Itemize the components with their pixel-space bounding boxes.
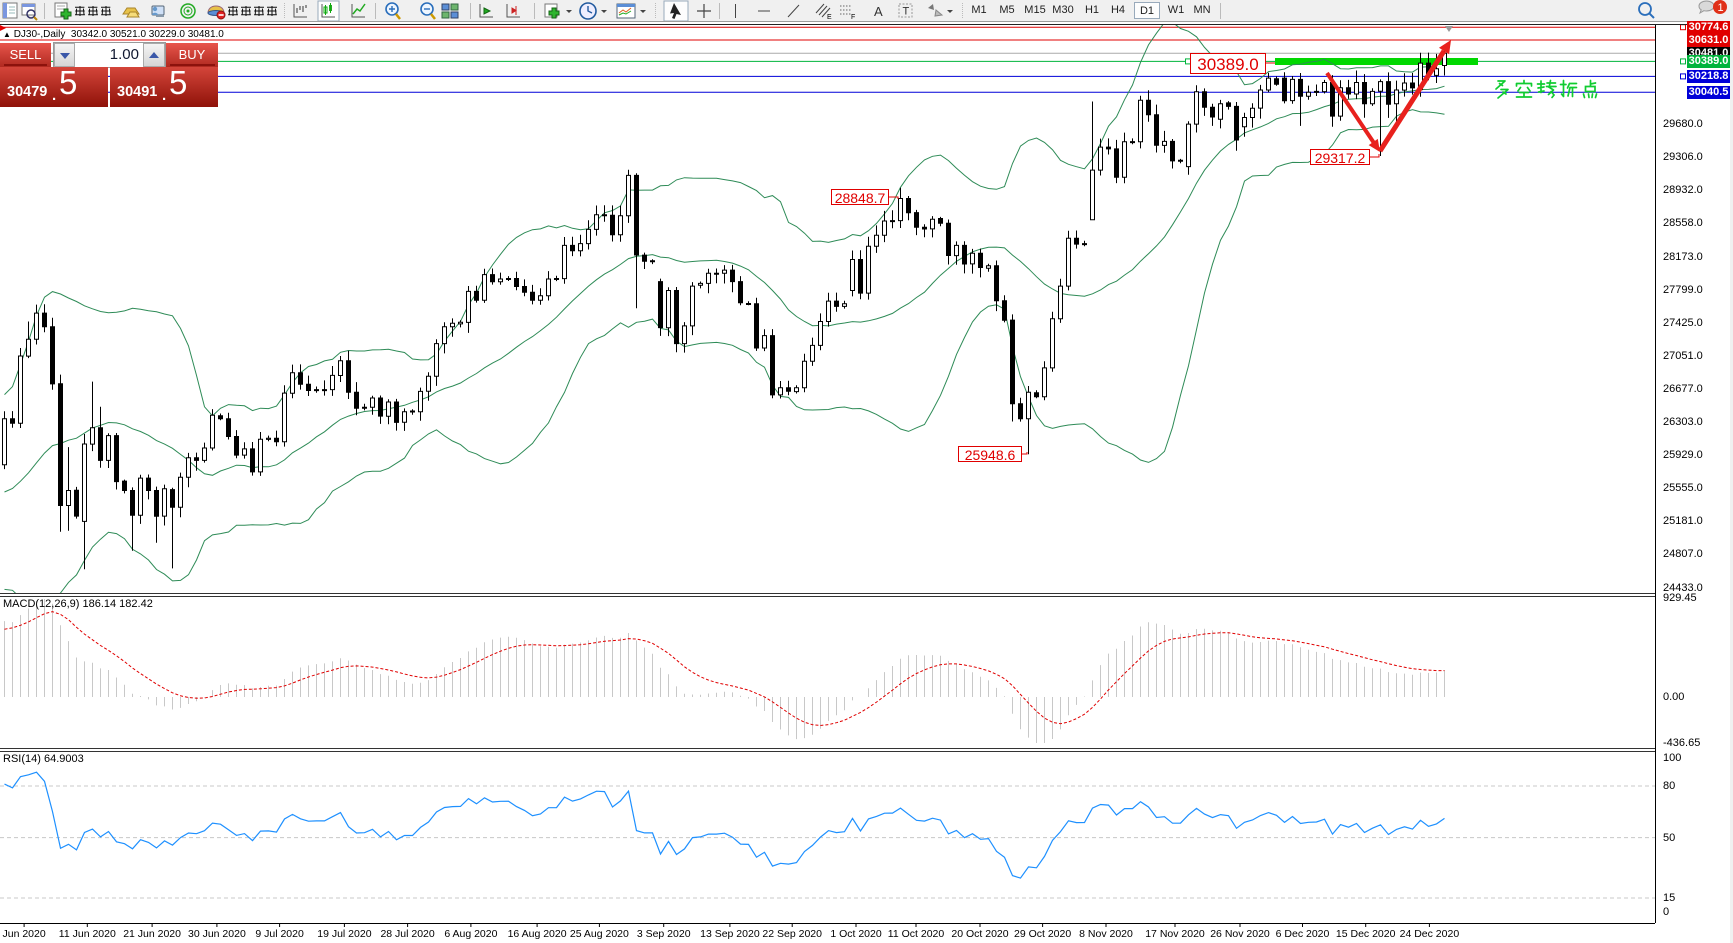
svg-text:1: 1 [1718, 2, 1724, 14]
svg-text:F: F [851, 14, 855, 21]
svg-text:A: A [874, 4, 883, 19]
svg-text:E: E [827, 14, 832, 21]
svg-text:T: T [903, 6, 910, 18]
